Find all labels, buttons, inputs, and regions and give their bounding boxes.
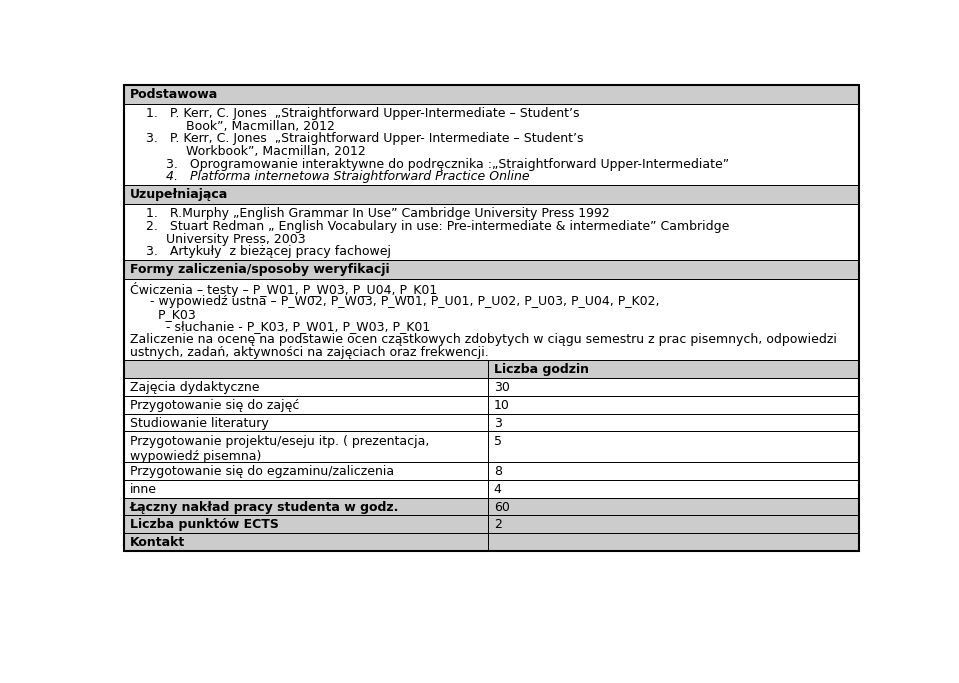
Text: Formy zaliczenia/sposoby weryfikacji: Formy zaliczenia/sposoby weryfikacji (129, 263, 389, 276)
Bar (488, 396, 859, 414)
Bar (488, 378, 859, 396)
Text: 30: 30 (494, 381, 509, 394)
Text: ustnych, zadań, aktywności na zajęciach oraz frekwencji.: ustnych, zadań, aktywności na zajęciach … (129, 346, 488, 359)
Text: Podstawowa: Podstawowa (129, 88, 218, 101)
Bar (124, 479, 488, 497)
Text: Ćwiczenia – testy – P_W01, P_W03, P_U04, P_K01: Ćwiczenia – testy – P_W01, P_W03, P_U04,… (129, 282, 436, 297)
Bar (124, 361, 488, 378)
Text: Liczba godzin: Liczba godzin (494, 363, 589, 376)
Bar (124, 533, 488, 551)
Bar (488, 515, 859, 533)
Text: 10: 10 (494, 399, 509, 412)
Text: 1.   R.Murphy „English Grammar In Use” Cambridge University Press 1992: 1. R.Murphy „English Grammar In Use” Cam… (129, 207, 609, 220)
Bar (124, 85, 859, 551)
Bar (124, 378, 488, 396)
Text: 5: 5 (494, 434, 502, 447)
Bar (488, 361, 859, 378)
Bar (124, 414, 488, 432)
Bar (488, 414, 859, 432)
Text: Book”, Macmillan, 2012: Book”, Macmillan, 2012 (129, 120, 335, 133)
Text: Łączny nakład pracy studenta w godz.: Łączny nakład pracy studenta w godz. (129, 501, 399, 514)
Bar (488, 432, 859, 462)
Text: Liczba punktów ECTS: Liczba punktów ECTS (129, 518, 278, 531)
Text: inne: inne (129, 483, 156, 496)
Text: 2: 2 (494, 518, 502, 531)
Text: 4.   Platforma internetowa Straightforward Practice Online: 4. Platforma internetowa Straightforward… (129, 170, 529, 183)
Text: 4: 4 (494, 483, 502, 496)
Bar (124, 515, 488, 533)
Text: 3: 3 (494, 417, 502, 430)
Bar (124, 462, 488, 479)
Bar (488, 533, 859, 551)
Text: University Press, 2003: University Press, 2003 (129, 233, 305, 246)
Bar (488, 462, 859, 479)
Text: - wypowiedź ustna – P_W02, P_W03, P_W01, P_U01, P_U02, P_U03, P_U04, P_K02,: - wypowiedź ustna – P_W02, P_W03, P_W01,… (129, 295, 659, 308)
Text: Przygotowanie się do zajęć: Przygotowanie się do zajęć (129, 399, 299, 412)
Text: Zajęcia dydaktyczne: Zajęcia dydaktyczne (129, 381, 259, 394)
Text: Workbook”, Macmillan, 2012: Workbook”, Macmillan, 2012 (129, 145, 365, 158)
Text: Przygotowanie się do egzaminu/zaliczenia: Przygotowanie się do egzaminu/zaliczenia (129, 465, 393, 478)
Text: Zaliczenie na ocenę na podstawie ocen cząstkowych zdobytych w ciągu semestru z p: Zaliczenie na ocenę na podstawie ocen cz… (129, 333, 836, 346)
Text: P_K03: P_K03 (129, 307, 196, 320)
Bar (488, 479, 859, 497)
Bar (488, 497, 859, 515)
Text: Studiowanie literatury: Studiowanie literatury (129, 417, 269, 430)
Text: Uzupełniająca: Uzupełniająca (129, 188, 228, 201)
Bar (124, 497, 488, 515)
Text: 60: 60 (494, 501, 509, 514)
Text: 3.   Oprogramowanie interaktywne do podręcznika :„Straightforward Upper-Intermed: 3. Oprogramowanie interaktywne do podręc… (129, 158, 729, 171)
Text: Przygotowanie projektu/eseju itp. ( prezentacja,
wypowiedź pisemna): Przygotowanie projektu/eseju itp. ( prez… (129, 434, 429, 462)
Bar (124, 279, 859, 361)
Bar (124, 104, 859, 185)
Bar (124, 432, 488, 462)
Text: Kontakt: Kontakt (129, 536, 185, 549)
Bar (124, 396, 488, 414)
Bar (124, 85, 859, 104)
Bar (124, 204, 859, 260)
Text: 3.   Artykuły  z bieżącej pracy fachowej: 3. Artykuły z bieżącej pracy fachowej (129, 245, 390, 258)
Text: 8: 8 (494, 465, 502, 478)
Bar (124, 185, 859, 204)
Text: 2.   Stuart Redman „ English Vocabulary in use: Pre-intermediate & intermediate”: 2. Stuart Redman „ English Vocabulary in… (129, 220, 729, 233)
Bar (124, 260, 859, 279)
Text: - słuchanie - P_K03, P_W01, P_W03, P_K01: - słuchanie - P_K03, P_W01, P_W03, P_K01 (129, 320, 430, 333)
Text: 1.   P. Kerr, C. Jones  „Straightforward Upper-Intermediate – Student’s: 1. P. Kerr, C. Jones „Straightforward Up… (129, 107, 579, 120)
Text: 3.   P. Kerr, C. Jones  „Straightforward Upper- Intermediate – Student’s: 3. P. Kerr, C. Jones „Straightforward Up… (129, 133, 583, 145)
